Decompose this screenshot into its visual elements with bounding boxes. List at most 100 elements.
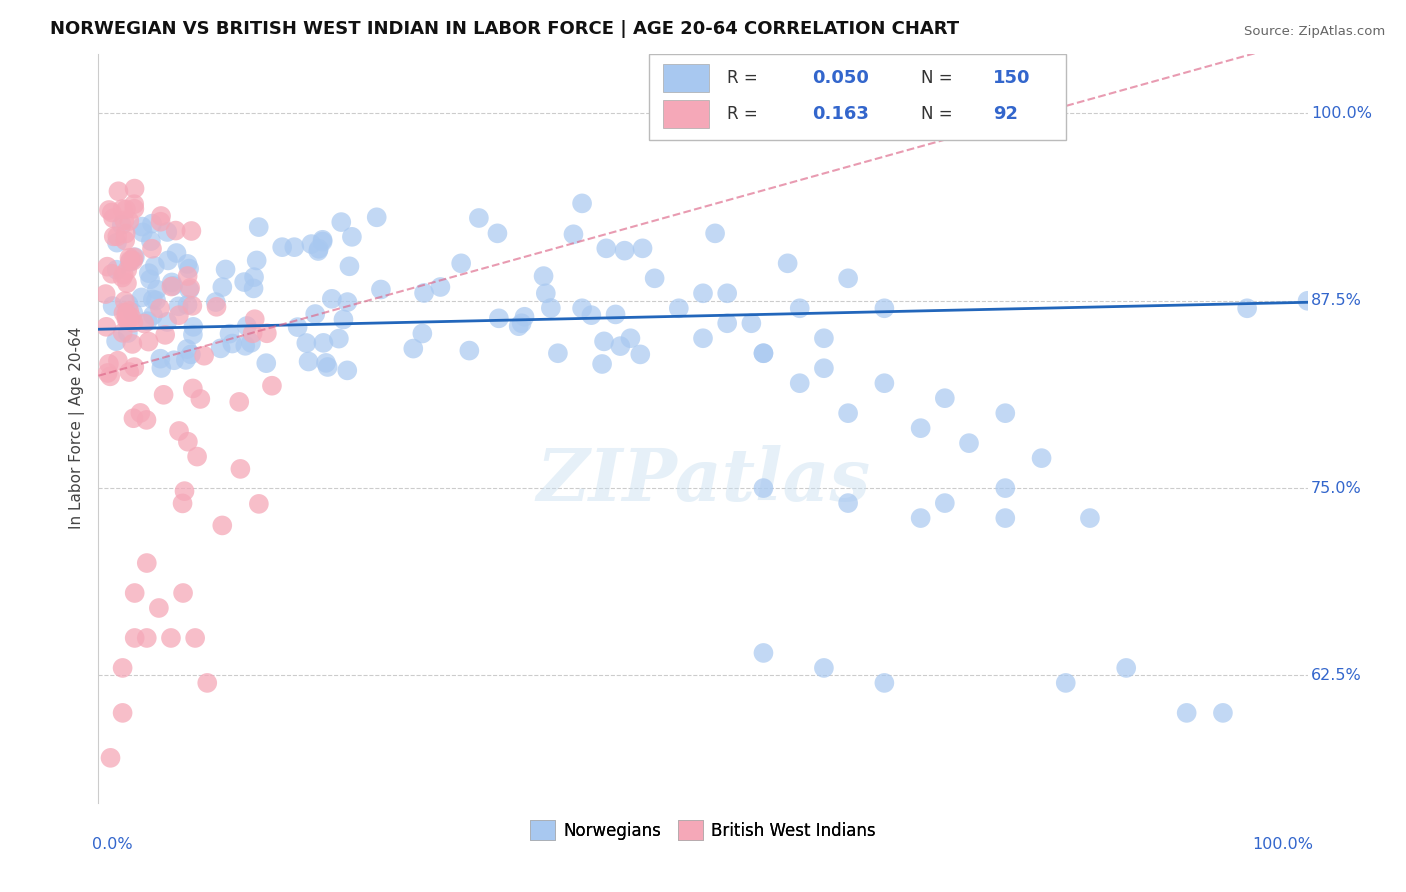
Point	[243, 270, 266, 285]
Point	[100, 751, 122, 765]
Point	[315, 356, 337, 370]
Point	[111, 202, 134, 216]
Point	[101, 211, 124, 226]
Point	[243, 312, 266, 326]
Point	[458, 343, 481, 358]
Point	[571, 196, 593, 211]
Point	[209, 342, 232, 356]
Point	[307, 244, 329, 258]
Point	[211, 280, 233, 294]
Point	[181, 299, 204, 313]
Point	[752, 481, 775, 495]
Point	[156, 315, 179, 329]
Point	[304, 307, 326, 321]
Point	[571, 301, 593, 316]
Point	[873, 301, 896, 316]
Point	[172, 496, 194, 510]
Point	[141, 242, 163, 256]
Point	[957, 436, 980, 450]
Point	[94, 287, 117, 301]
Point	[146, 283, 169, 297]
Point	[233, 339, 256, 353]
Point	[101, 299, 124, 313]
Point	[837, 406, 859, 420]
Point	[145, 293, 167, 308]
Point	[295, 336, 318, 351]
Text: 92: 92	[993, 105, 1018, 123]
Point	[181, 381, 204, 395]
Point	[631, 241, 654, 255]
Point	[121, 310, 143, 325]
Text: 100.0%: 100.0%	[1312, 106, 1372, 121]
Point	[229, 462, 252, 476]
Point	[111, 326, 134, 340]
Point	[124, 586, 146, 600]
Point	[124, 631, 146, 645]
Text: R =: R =	[727, 70, 758, 87]
Point	[174, 352, 197, 367]
Point	[562, 227, 585, 242]
Point	[115, 263, 138, 277]
Point	[160, 279, 183, 293]
Point	[149, 215, 172, 229]
Point	[668, 301, 690, 316]
Point	[188, 392, 211, 406]
Point	[186, 450, 208, 464]
Point	[176, 342, 198, 356]
Point	[752, 646, 775, 660]
Point	[107, 353, 129, 368]
Point	[111, 661, 134, 675]
Point	[910, 511, 932, 525]
Text: ZIPatlas: ZIPatlas	[536, 445, 870, 516]
Point	[581, 308, 603, 322]
Point	[172, 586, 194, 600]
Point	[283, 240, 305, 254]
Point	[1031, 451, 1053, 466]
Point	[211, 518, 233, 533]
Point	[595, 241, 617, 255]
Point	[789, 301, 811, 316]
Point	[101, 267, 124, 281]
Point	[411, 326, 433, 341]
Point	[246, 253, 269, 268]
Point	[117, 312, 139, 326]
Point	[118, 251, 141, 265]
FancyBboxPatch shape	[648, 54, 1066, 140]
Point	[111, 706, 134, 720]
Point	[1054, 676, 1077, 690]
Point	[118, 365, 141, 379]
Point	[105, 334, 128, 348]
Point	[115, 202, 138, 217]
Point	[112, 213, 135, 227]
Point	[122, 250, 145, 264]
Point	[366, 211, 388, 225]
Point	[98, 369, 121, 384]
Point	[644, 271, 666, 285]
Point	[156, 225, 179, 239]
Point	[141, 217, 163, 231]
Point	[122, 316, 145, 330]
Point	[752, 346, 775, 360]
Point	[242, 281, 264, 295]
Point	[180, 224, 202, 238]
Point	[111, 270, 134, 285]
Point	[233, 275, 256, 289]
Point	[593, 334, 616, 349]
Point	[131, 290, 153, 304]
Point	[328, 332, 350, 346]
Point	[117, 326, 139, 340]
Point	[789, 376, 811, 391]
Point	[166, 246, 188, 260]
Point	[336, 295, 359, 310]
Point	[105, 262, 128, 277]
Point	[131, 219, 153, 234]
Point	[176, 257, 198, 271]
Point	[934, 496, 956, 510]
Text: 87.5%: 87.5%	[1312, 293, 1362, 309]
Point	[114, 227, 136, 241]
Point	[105, 229, 128, 244]
Point	[152, 388, 174, 402]
Point	[508, 319, 530, 334]
Point	[242, 326, 264, 341]
Point	[837, 271, 859, 285]
